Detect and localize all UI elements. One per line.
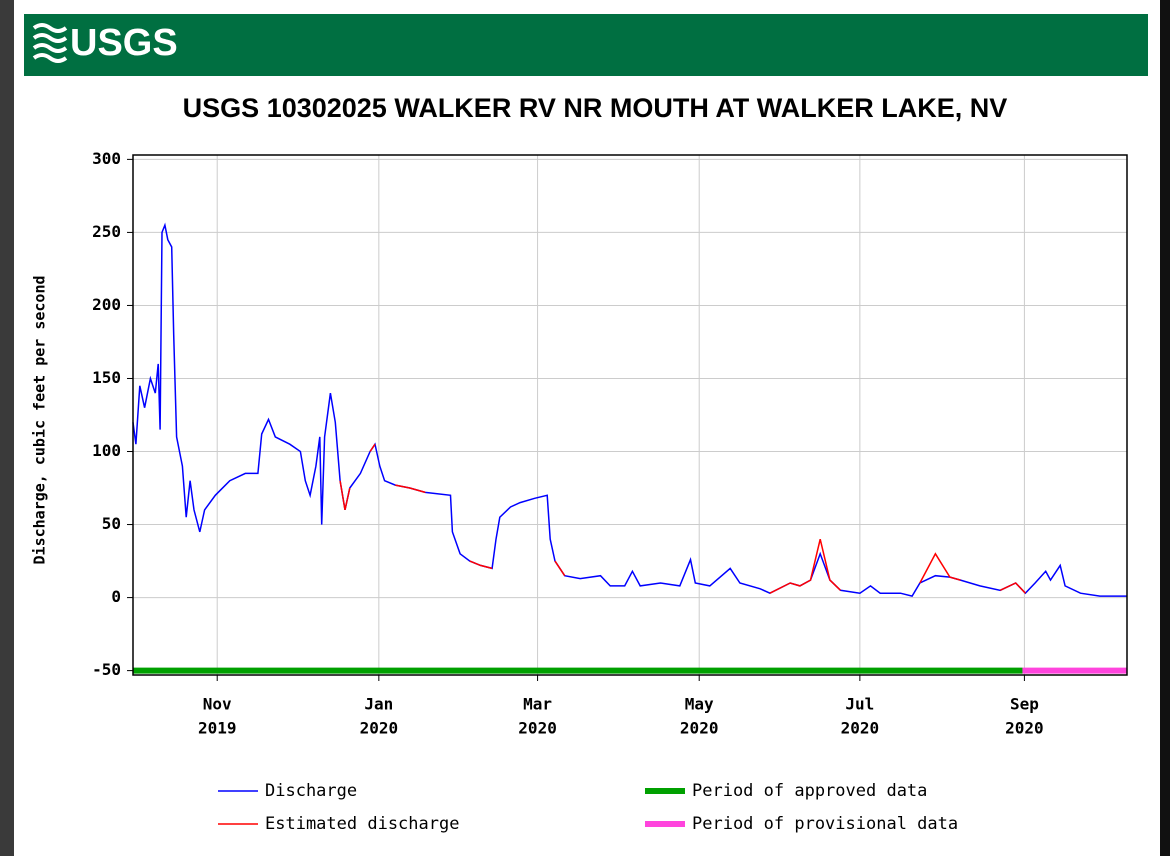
y-tick-label: 300: [92, 149, 121, 168]
logo-waves: [32, 23, 68, 63]
header-bar: [24, 14, 1148, 76]
legend-label: Period of provisional data: [692, 814, 958, 834]
x-tick-label: 2020: [518, 719, 557, 738]
legend-label: Estimated discharge: [265, 814, 459, 834]
x-tick-label: Nov: [203, 695, 232, 714]
legend-swatch: [645, 821, 685, 827]
y-tick-label: 150: [92, 368, 121, 387]
x-tick-label: 2020: [680, 719, 719, 738]
y-tick-label: 200: [92, 295, 121, 314]
plot-area: [133, 155, 1127, 675]
x-tick-label: Sep: [1010, 695, 1039, 714]
x-tick-label: May: [685, 695, 714, 714]
y-tick-label: -50: [92, 660, 121, 679]
x-tick-label: 2019: [198, 719, 237, 738]
chart-title: USGS 10302025 WALKER RV NR MOUTH AT WALK…: [183, 93, 1008, 123]
plot-frame: [132, 154, 1128, 676]
x-tick-label: 2020: [1005, 719, 1044, 738]
y-axis-label: Discharge, cubic feet per second: [31, 276, 49, 565]
legend-swatch: [645, 788, 685, 794]
series-line: [339, 443, 1026, 594]
edge: [1160, 0, 1170, 856]
x-tick-label: 2020: [360, 719, 399, 738]
x-tick-label: Mar: [523, 695, 552, 714]
x-tick-label: Jul: [845, 695, 874, 714]
period-bar: [133, 667, 1023, 674]
x-tick-label: 2020: [841, 719, 880, 738]
y-tick-label: 100: [92, 441, 121, 460]
y-tick-label: 50: [102, 514, 121, 533]
period-bar: [1022, 667, 1127, 674]
y-tick-label: 250: [92, 222, 121, 241]
logo: USGS: [70, 22, 178, 64]
legend-label: Discharge: [265, 781, 357, 801]
x-tick-label: Jan: [364, 695, 393, 714]
legend-label: Period of approved data: [692, 781, 927, 801]
y-tick-label: 0: [111, 587, 121, 606]
